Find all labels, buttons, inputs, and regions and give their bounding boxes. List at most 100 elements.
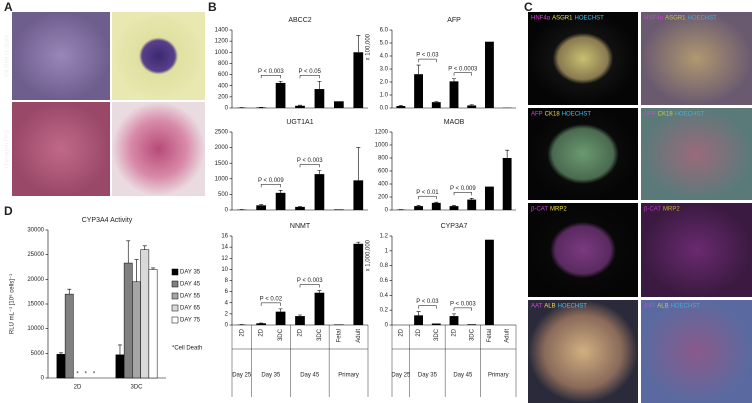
y-tick-label: 600 [218, 72, 229, 78]
bar [431, 202, 441, 210]
group-label: Day 45 [453, 373, 473, 379]
stain-label: HNF4α [644, 16, 664, 22]
y-tick-label: 0.6 [380, 278, 389, 284]
x-tick-label: Fetal [487, 329, 493, 342]
error-bar [117, 344, 122, 355]
significance-bracket [418, 58, 437, 63]
y-tick-label: 400 [378, 182, 389, 188]
y-tick-label: 0 [225, 323, 229, 329]
y-tick-label: 6.0 [380, 28, 389, 34]
y-tick-label: 8 [225, 278, 229, 284]
stain-label: HOECHST [687, 16, 717, 22]
significance-bracket [299, 75, 320, 79]
y-tick-label: 12 [221, 256, 228, 262]
stain-label: HOECHST [562, 112, 592, 118]
y-tick-label: 10 [221, 267, 228, 273]
bar [295, 316, 305, 325]
stain-label: β-CAT [531, 207, 548, 213]
group-label: Day 35 [261, 373, 281, 379]
x-tick-label: 3DC [434, 328, 440, 341]
image [528, 108, 638, 200]
stain-label: MRP2 [663, 207, 680, 213]
image [528, 12, 638, 105]
annotation: P < 0.0003 [448, 66, 478, 72]
stain-label: AFP [531, 112, 543, 118]
legend-swatch [171, 280, 179, 288]
panel-label: C [524, 0, 533, 14]
chart-title: UGT1A1 [286, 119, 313, 126]
y-tick-label: 15000 [27, 302, 44, 308]
stain-label: β-CAT [644, 207, 661, 213]
stain-label: ALB [544, 304, 555, 310]
y-tick-label: 0.2 [380, 308, 389, 314]
error-bar [134, 259, 139, 282]
row-label: Oil Red O Stain [5, 35, 11, 77]
note: *Cell Death [172, 346, 202, 352]
bar [314, 89, 325, 108]
bar [431, 102, 441, 108]
error-bar [398, 105, 403, 107]
stain-label: HOECHST [675, 112, 705, 118]
null-marker: * [85, 372, 88, 378]
y-tick-label: 2 [225, 311, 229, 317]
y-tick-label: 4.0 [380, 54, 389, 60]
stain-label: HOECHST [558, 304, 588, 310]
legend-label: DAY 75 [180, 318, 201, 324]
bar [334, 324, 344, 325]
y-tick-label: 2000 [215, 145, 229, 151]
annotation: P < 0.02 [260, 296, 283, 302]
bar [64, 293, 74, 379]
bar [334, 209, 344, 210]
annotation: P < 0.03 [416, 299, 439, 305]
y-tick-label: 1.2 [380, 234, 389, 240]
image [112, 102, 205, 196]
error-bar [452, 78, 456, 82]
image [528, 300, 638, 403]
y-tick-label: 0 [385, 323, 389, 329]
annotation: P < 0.003 [297, 278, 323, 284]
bar [449, 81, 459, 108]
bar [485, 41, 494, 109]
error-bar [126, 240, 131, 264]
x-tick-label: 2D [452, 328, 458, 336]
error-bar [67, 288, 72, 295]
error-bar [469, 104, 474, 106]
stain-label: CK18 [658, 112, 674, 118]
chart-title: CYP3A7 [441, 223, 468, 230]
chart-title: MAOB [444, 119, 465, 126]
error-bar [298, 205, 302, 207]
y-tick-label: 800 [218, 61, 229, 67]
panel-label: B [208, 0, 217, 14]
error-bar [317, 290, 322, 293]
error-bar [505, 149, 510, 158]
error-bar [298, 314, 302, 317]
row-label: Glycogen PAS [5, 130, 11, 169]
y-tick-label: 0 [225, 106, 229, 112]
y-tick-label: 1500 [215, 161, 229, 167]
significance-bracket [453, 192, 472, 196]
bar [295, 206, 305, 210]
bar [132, 281, 141, 379]
error-bar [416, 205, 421, 207]
y-tick-label: 4 [225, 300, 229, 306]
annotation: P < 0.003 [450, 301, 476, 307]
y-tick-label: 1.0 [380, 93, 389, 99]
x-tick-label: Adult [356, 329, 362, 343]
y-tick-label: 0 [41, 376, 45, 382]
axis-note: x 1,000,000 [366, 239, 372, 271]
y-tick-label: 0.4 [380, 293, 389, 299]
error-bar [58, 352, 63, 355]
y-tick-label: 2.0 [380, 80, 389, 86]
y-tick-label: 1000 [375, 143, 389, 149]
null-marker: * [93, 372, 96, 378]
annotation: P < 0.01 [416, 190, 439, 196]
bar [140, 249, 150, 379]
image [112, 12, 205, 100]
chart-title: AFP [447, 17, 461, 24]
image [641, 12, 752, 105]
error-bar [356, 241, 361, 244]
chart-title: ABCC2 [288, 17, 311, 24]
error-bar [298, 104, 302, 106]
bar [148, 269, 158, 379]
null-marker: * [76, 372, 79, 378]
